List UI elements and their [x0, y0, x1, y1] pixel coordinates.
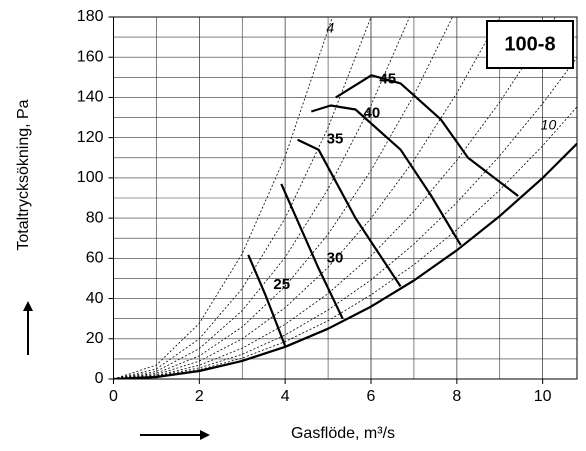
y-tick-label: 60: [86, 250, 104, 267]
y-tick-label: 100: [77, 169, 104, 186]
dotted-curve: [113, 17, 333, 379]
fan-curve: [310, 104, 462, 246]
y-tick-label: 120: [77, 129, 104, 146]
dotted-curve: [113, 17, 453, 379]
plot-frame: [113, 16, 578, 380]
y-tick-label: 160: [77, 48, 104, 65]
grid: [113, 16, 577, 380]
x-tick-label: 0: [109, 388, 118, 405]
y-tick-label: 40: [86, 290, 104, 307]
fan-curve: [280, 183, 344, 320]
x-tick-label: 2: [195, 388, 204, 405]
dotted-curve: [113, 106, 577, 379]
curve-label: 4: [326, 20, 334, 36]
system-curve: [113, 142, 577, 379]
y-tick-label: 20: [86, 330, 104, 347]
fan-curve: [335, 74, 519, 197]
curve-label: 40: [364, 104, 381, 121]
curve-label: 10: [541, 116, 557, 132]
x-tick-label: 8: [452, 388, 461, 405]
chart-title: 100-8: [504, 33, 555, 55]
x-tick-label: 6: [367, 388, 376, 405]
x-tick-label: 4: [281, 388, 290, 405]
y-tick-label: 180: [77, 8, 104, 25]
curves: [113, 17, 577, 379]
y-tick-label: 0: [95, 370, 104, 387]
y-tick-label: 140: [77, 89, 104, 106]
dotted-curve: [113, 17, 410, 379]
x-axis-label: Gasflöde, m³/s: [291, 425, 395, 442]
dotted-curve: [113, 17, 501, 379]
curve-label: 25: [273, 276, 290, 293]
fan-curve: [297, 138, 402, 288]
curve-label: 35: [327, 131, 344, 148]
y-tick-label: 80: [86, 209, 104, 226]
curve-label: 45: [379, 70, 396, 87]
dotted-curve: [113, 17, 372, 379]
curve-label: 30: [327, 249, 344, 266]
y-axis-label: Totaltrycksökning, Pa: [15, 99, 32, 250]
x-tick-label: 10: [534, 388, 552, 405]
fan-curve: [247, 254, 287, 347]
title-box: [486, 20, 574, 69]
